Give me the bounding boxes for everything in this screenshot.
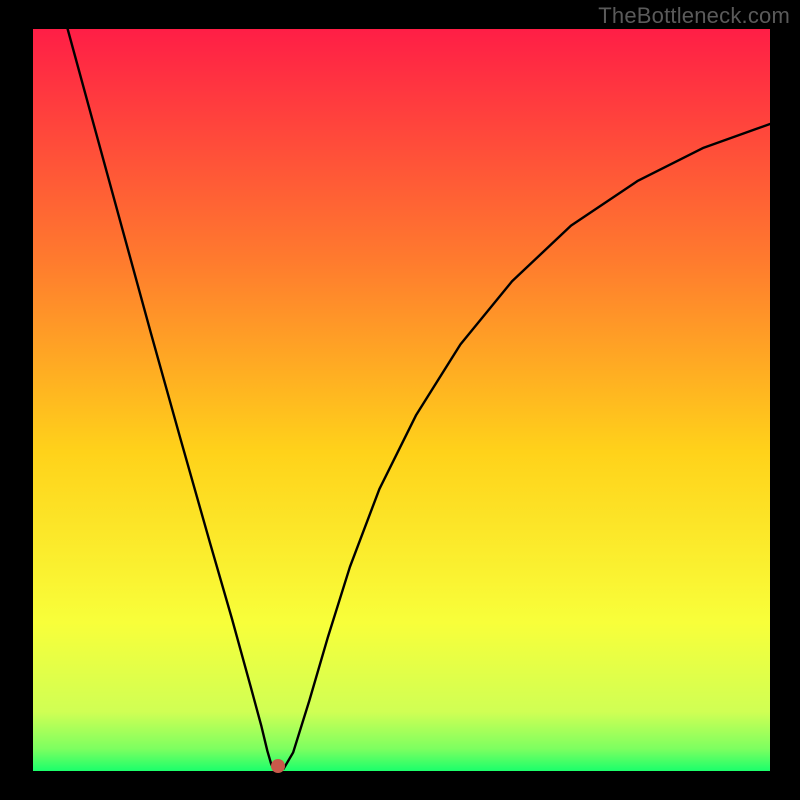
critical-point-marker [271, 759, 285, 773]
watermark-text: TheBottleneck.com [598, 3, 790, 29]
curve-lines [33, 29, 770, 771]
plot-area [33, 29, 770, 771]
chart-container: TheBottleneck.com [0, 0, 800, 800]
